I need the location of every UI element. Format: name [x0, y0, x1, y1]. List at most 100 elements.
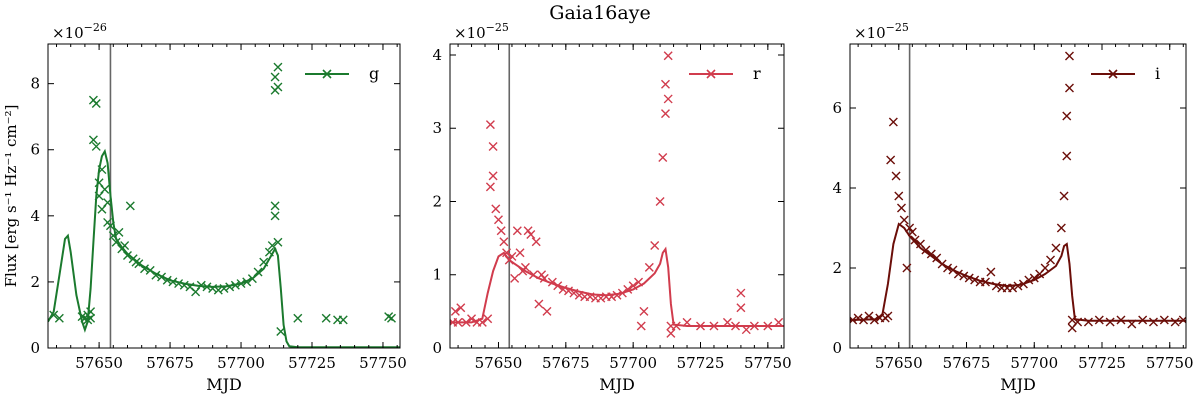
data-point [496, 226, 506, 236]
data-point [644, 262, 654, 272]
y-tick-label: 2 [30, 273, 40, 291]
data-point [1051, 243, 1061, 253]
x-tick-label: 57750 [744, 354, 792, 372]
data-point [617, 288, 627, 298]
x-axis-label: MJD [599, 375, 635, 394]
legend-marker [1108, 69, 1118, 79]
data-point [986, 267, 996, 277]
data-point [1013, 281, 1023, 291]
data-point [168, 277, 178, 287]
y-tick-label: 0 [432, 339, 442, 357]
data-point [270, 211, 280, 221]
data-point [1127, 319, 1137, 329]
data-point [97, 165, 107, 175]
data-point [634, 277, 644, 287]
panel-i: 57650 57675 57700 57725 57750 0 2 4 6 MJD ×10−25 i [832, 21, 1193, 394]
x-tick-label: 57700 [1010, 354, 1058, 372]
data-point [125, 201, 135, 211]
data-point [943, 263, 953, 273]
data-point [628, 281, 638, 291]
y-tick-label: 4 [30, 207, 40, 225]
data-point [639, 306, 649, 316]
data-point [179, 280, 189, 290]
data-point [386, 313, 396, 323]
data-point [1148, 317, 1158, 327]
data-point [623, 284, 633, 294]
data-point [539, 273, 549, 283]
data-point [1029, 273, 1039, 283]
data-point [910, 235, 920, 245]
data-point [499, 237, 509, 247]
data-point [888, 117, 898, 127]
data-point [574, 290, 584, 300]
data-point [264, 247, 274, 257]
y-tick-label: 2 [832, 259, 842, 277]
x-tick-label: 57700 [609, 354, 657, 372]
legend-marker [706, 69, 716, 79]
data-point [666, 328, 676, 338]
data-point [682, 317, 692, 327]
x-tick-label: 57675 [943, 354, 991, 372]
data-point [512, 226, 522, 236]
data-point [338, 315, 348, 325]
data-point [896, 203, 906, 213]
data-point [569, 288, 579, 298]
y-tick-label: 4 [432, 46, 442, 64]
legend-label: r [753, 64, 761, 83]
x-tick-label: 57750 [359, 354, 407, 372]
data-point [660, 109, 670, 119]
data-point [564, 286, 574, 296]
data-point [902, 263, 912, 273]
data-point [650, 240, 660, 250]
model-curve-i [850, 222, 1186, 322]
y-tick-label: 1 [432, 266, 442, 284]
data-point [1073, 317, 1083, 327]
data-point [270, 201, 280, 211]
data-point [741, 325, 751, 335]
data-point [636, 321, 646, 331]
data-point [1105, 317, 1115, 327]
data-point [1083, 317, 1093, 327]
axis-scale-factor: ×10−25 [454, 21, 509, 42]
data-point [483, 314, 493, 324]
y-tick-label: 6 [832, 99, 842, 117]
y-tick-label: 8 [30, 75, 40, 93]
data-point [1062, 151, 1072, 161]
x-tick-label: 57750 [1146, 354, 1194, 372]
data-point [558, 284, 568, 294]
data-point [270, 72, 280, 82]
data-point [1138, 315, 1148, 325]
data-point [1094, 315, 1104, 325]
data-point [242, 277, 252, 287]
data-point [219, 284, 229, 294]
data-point [488, 171, 498, 181]
data-point [488, 142, 498, 152]
x-tick-label: 57650 [475, 354, 523, 372]
axes-frame [47, 43, 401, 349]
data-point [891, 171, 901, 181]
data-point [1062, 111, 1072, 121]
y-axis-label: Flux [erg s⁻¹ Hz⁻¹ cm⁻²] [2, 105, 20, 288]
data-point [948, 265, 958, 275]
data-point [384, 312, 394, 322]
data-point [273, 82, 283, 92]
data-point [54, 313, 64, 323]
data-point [547, 277, 557, 287]
data-point [140, 264, 150, 274]
data-point [485, 182, 495, 192]
y-tick-label: 0 [30, 339, 40, 357]
data-point [467, 314, 477, 324]
data-point [937, 259, 947, 269]
data-point [763, 321, 773, 331]
data-point [105, 221, 115, 231]
data-point [926, 249, 936, 259]
data-point [103, 198, 113, 208]
data-point [122, 250, 132, 260]
data-point [236, 279, 246, 289]
data-point [1008, 283, 1018, 293]
data-point [869, 315, 879, 325]
data-point [970, 275, 980, 285]
axis-scale-factor: ×10−26 [52, 21, 107, 42]
data-point [502, 248, 512, 258]
